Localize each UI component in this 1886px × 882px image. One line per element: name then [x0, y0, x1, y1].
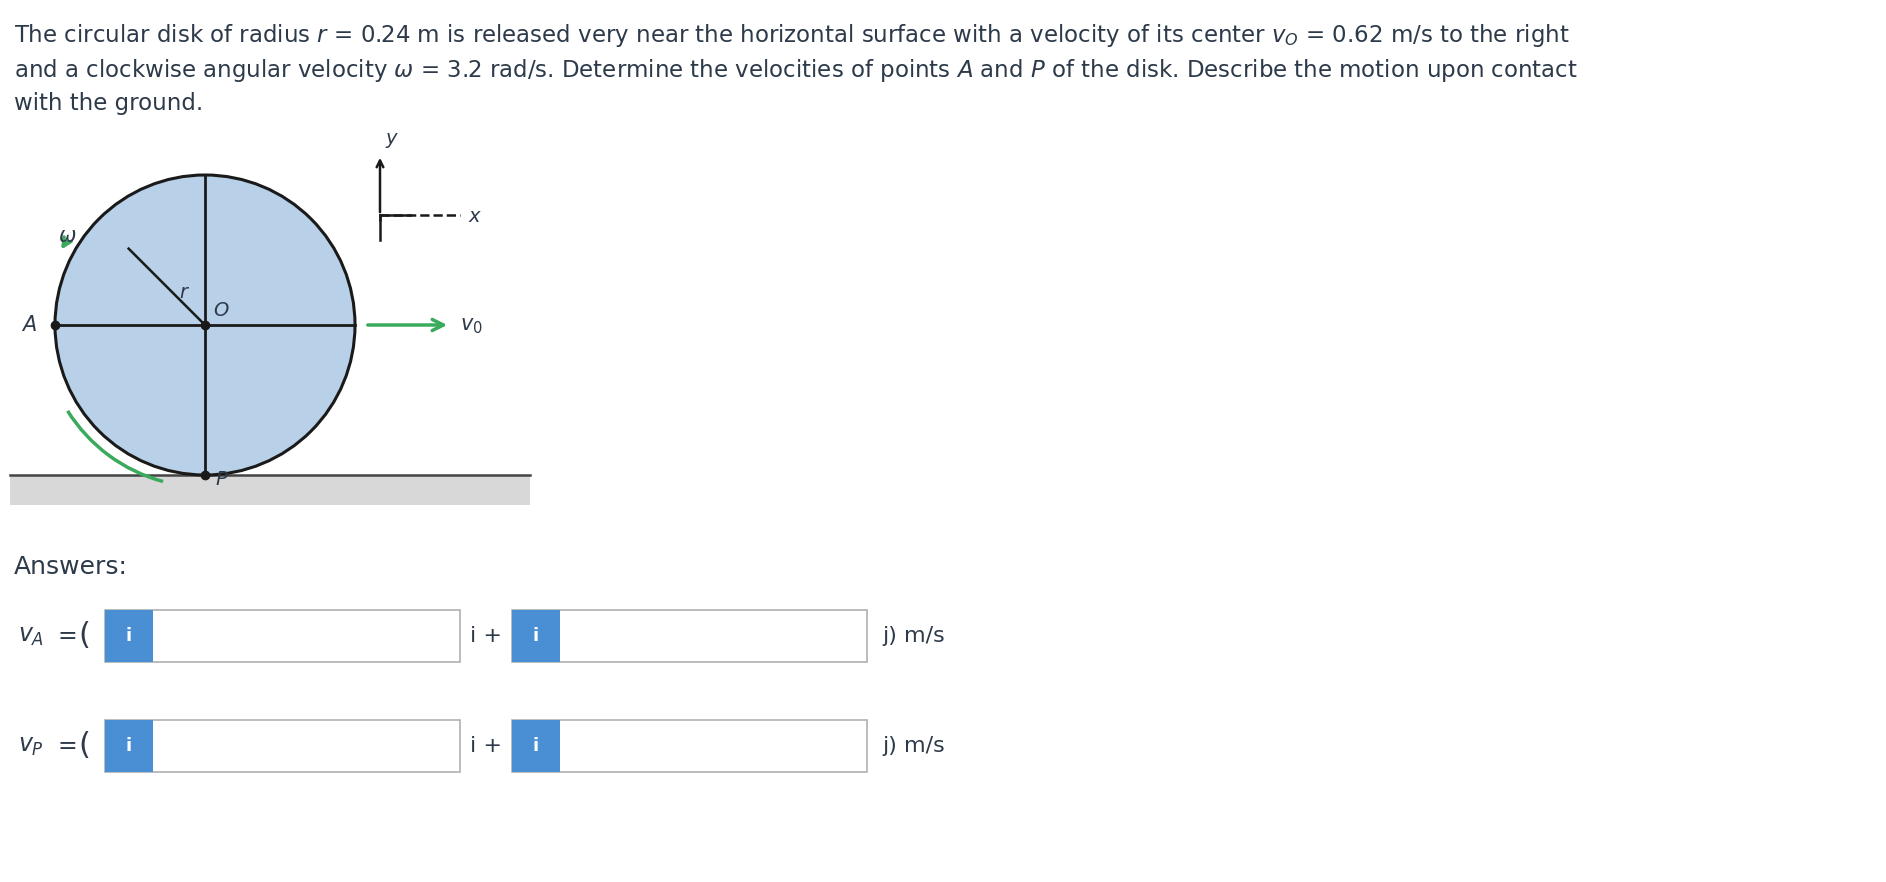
Text: $x$: $x$: [468, 207, 483, 227]
Text: i +: i +: [470, 626, 502, 646]
Text: i: i: [534, 737, 539, 755]
Text: (: (: [77, 731, 91, 760]
Text: $P$: $P$: [215, 470, 228, 489]
Text: with the ground.: with the ground.: [13, 92, 204, 115]
FancyBboxPatch shape: [106, 610, 153, 662]
Text: $O$: $O$: [213, 302, 230, 320]
FancyBboxPatch shape: [106, 720, 460, 772]
Text: i: i: [126, 737, 132, 755]
Text: $r$: $r$: [179, 283, 190, 303]
Text: j) m/s: j) m/s: [883, 736, 945, 756]
FancyBboxPatch shape: [511, 610, 868, 662]
Text: $A$: $A$: [21, 315, 38, 335]
Text: $y$: $y$: [385, 131, 400, 150]
Text: $\omega$: $\omega$: [58, 227, 77, 246]
Circle shape: [55, 175, 355, 475]
Text: i: i: [126, 627, 132, 645]
Text: $v_{P}$: $v_{P}$: [19, 734, 43, 758]
FancyBboxPatch shape: [511, 610, 560, 662]
Text: Answers:: Answers:: [13, 555, 128, 579]
FancyBboxPatch shape: [511, 720, 560, 772]
FancyBboxPatch shape: [106, 610, 460, 662]
FancyBboxPatch shape: [106, 720, 153, 772]
Text: i +: i +: [470, 736, 502, 756]
Text: j) m/s: j) m/s: [883, 626, 945, 646]
Bar: [9, 475, 530, 505]
Text: $v_{A}$: $v_{A}$: [19, 624, 43, 648]
FancyBboxPatch shape: [511, 720, 868, 772]
Text: $v_0$: $v_0$: [460, 316, 483, 336]
Text: and a clockwise angular velocity $\omega$ = 3.2 rad/s. Determine the velocities : and a clockwise angular velocity $\omega…: [13, 57, 1579, 84]
Text: =: =: [58, 624, 77, 648]
Text: (: (: [77, 622, 91, 651]
Text: The circular disk of radius $r$ = 0.24 m is released very near the horizontal su: The circular disk of radius $r$ = 0.24 m…: [13, 22, 1569, 49]
Text: =: =: [58, 734, 77, 758]
Text: i: i: [534, 627, 539, 645]
